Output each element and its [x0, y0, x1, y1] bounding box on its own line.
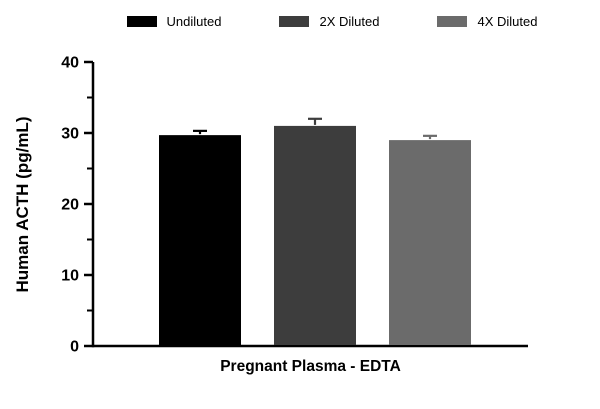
x-axis-label: Pregnant Plasma - EDTA [220, 358, 401, 375]
legend-label: 2X Diluted [319, 14, 380, 29]
legend-swatch [437, 16, 468, 27]
legend-label: Undiluted [166, 14, 222, 29]
legend-item: 2X Diluted [279, 14, 379, 29]
legend-swatch [279, 16, 310, 27]
legend-item: Undiluted [126, 14, 222, 29]
legend-swatch [126, 16, 157, 27]
bar-2x-diluted [274, 125, 356, 346]
legend-item: 4X Diluted [437, 14, 537, 29]
y-tick-label: 20 [61, 197, 79, 214]
y-tick-label: 40 [61, 55, 79, 72]
bar-4x-diluted [389, 140, 471, 345]
y-tick-label: 0 [70, 339, 79, 356]
y-tick-label: 10 [61, 268, 79, 285]
chart-legend: Undiluted 2X Diluted 4X Diluted [0, 14, 600, 29]
legend-label: 4X Diluted [477, 14, 538, 29]
y-tick-label: 30 [61, 126, 79, 143]
bar-undiluted [159, 135, 241, 345]
